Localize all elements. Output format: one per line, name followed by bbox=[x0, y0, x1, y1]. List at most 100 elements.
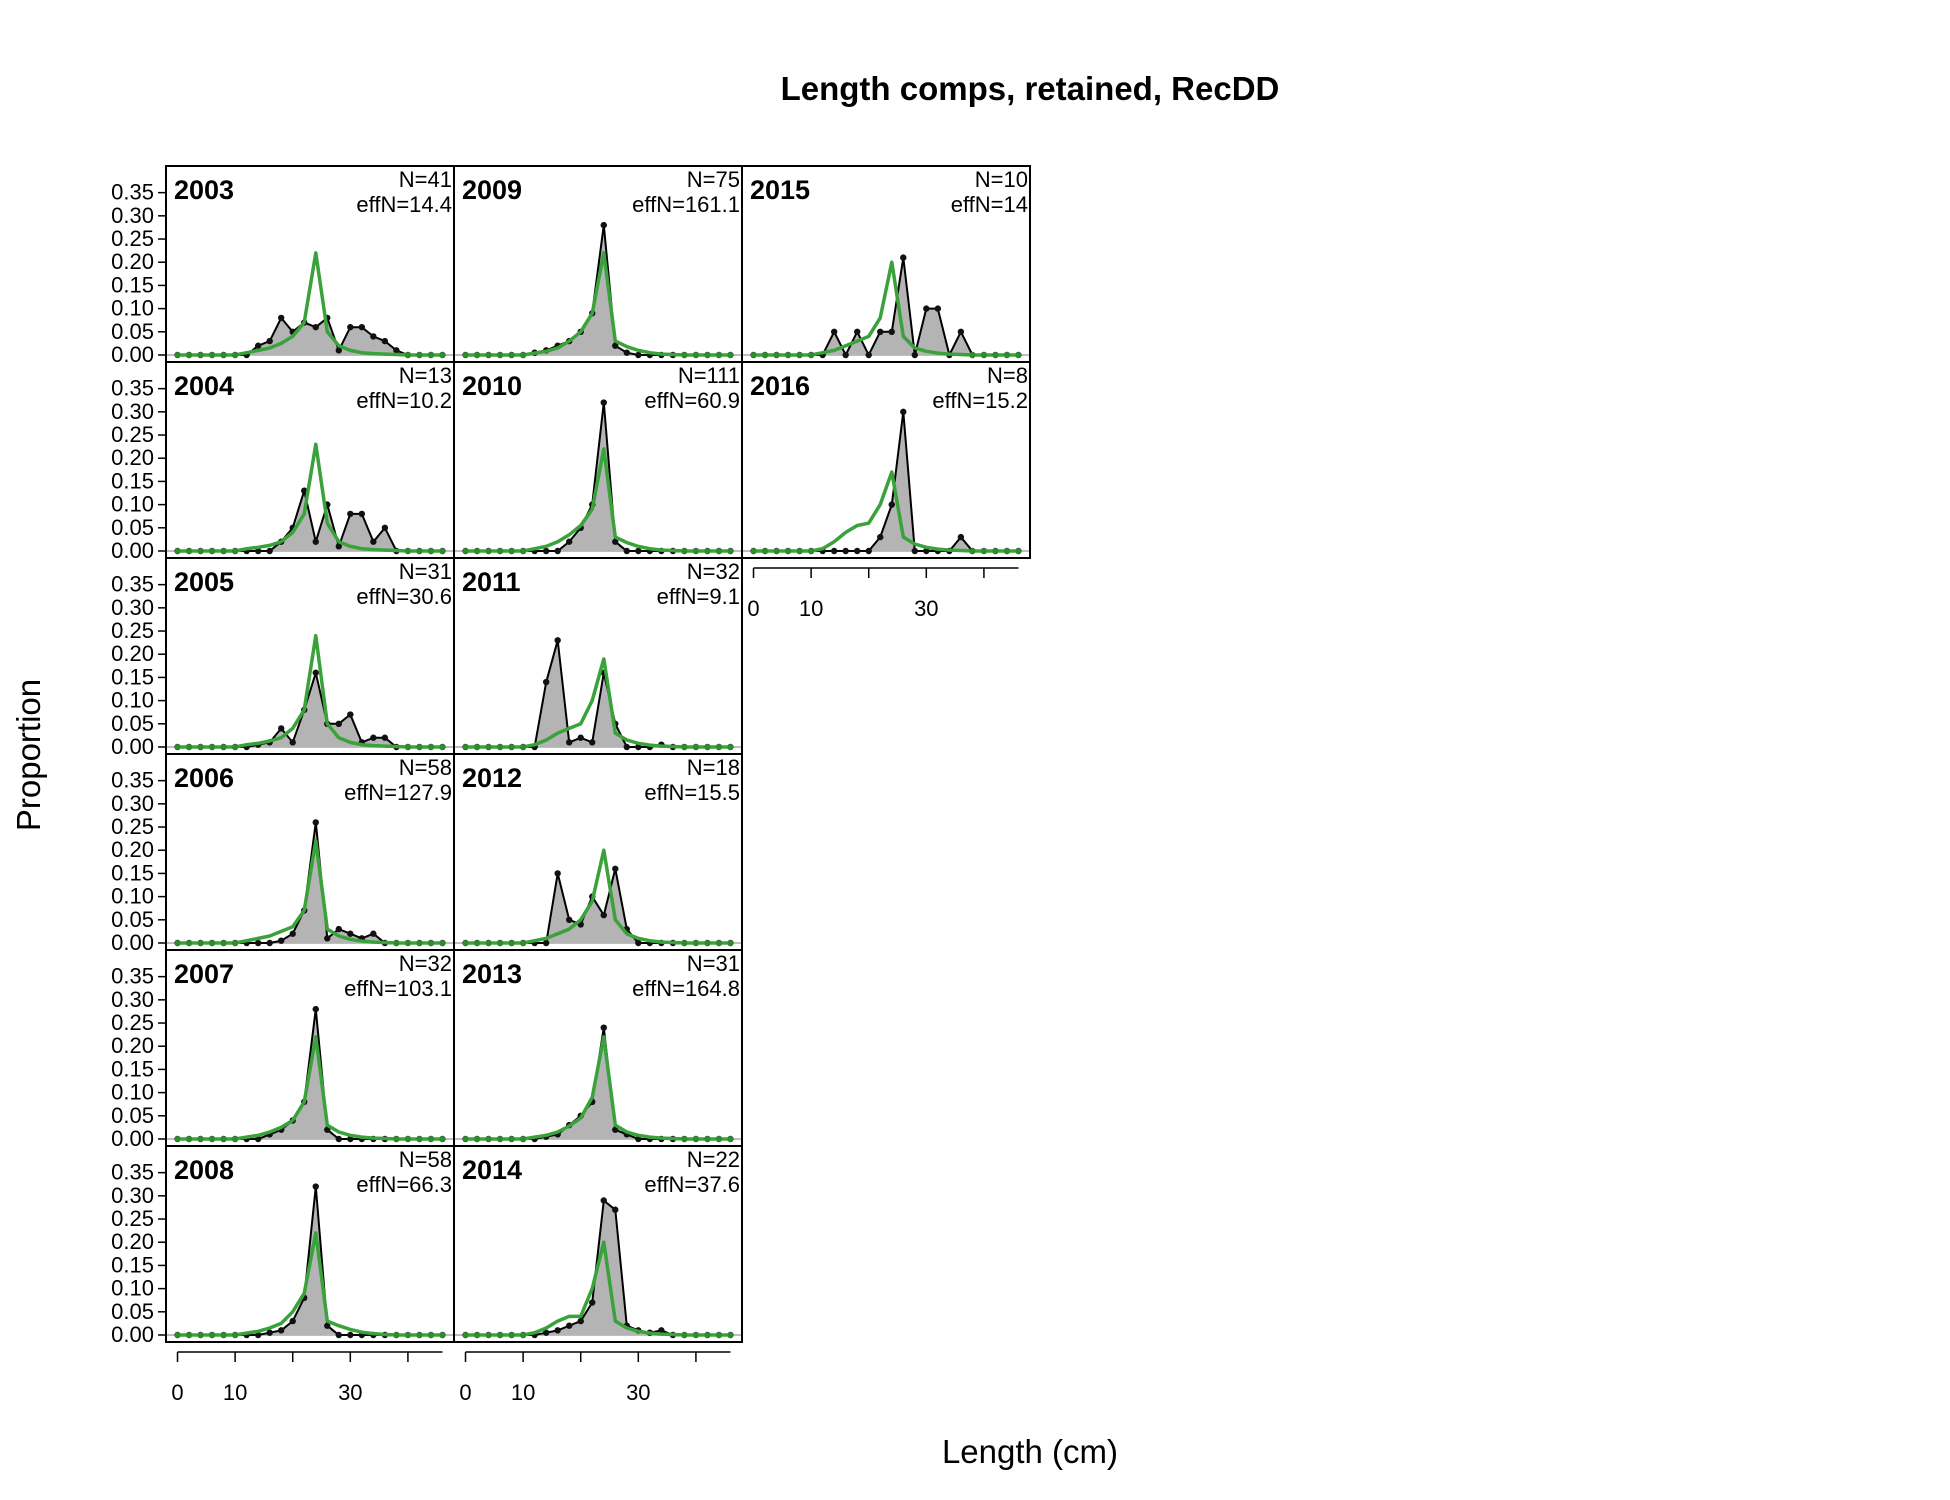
y-tick-label: 0.35 bbox=[111, 768, 154, 793]
observed-point bbox=[381, 524, 389, 532]
expected-zero-point bbox=[462, 940, 469, 946]
expected-zero-point bbox=[416, 1136, 423, 1142]
panel-year-label: 2005 bbox=[174, 567, 234, 597]
expected-zero-point bbox=[474, 548, 481, 554]
observed-point bbox=[830, 328, 838, 336]
panel-frame bbox=[453, 1145, 743, 1343]
observed-point bbox=[600, 911, 607, 919]
expected-zero-point bbox=[209, 1332, 216, 1338]
panel-n-label: N=18 bbox=[687, 755, 740, 780]
expected-zero-point bbox=[186, 1136, 193, 1142]
observed-point bbox=[358, 510, 366, 518]
observed-point bbox=[312, 1005, 319, 1013]
observed-point bbox=[911, 547, 918, 555]
expected-zero-point bbox=[750, 548, 757, 554]
expected-zero-point bbox=[197, 940, 204, 946]
y-tick-label: 0.15 bbox=[111, 1252, 154, 1277]
expected-zero-point bbox=[462, 1136, 469, 1142]
expected-zero-point bbox=[485, 940, 492, 946]
y-tick-label: 0.30 bbox=[111, 987, 154, 1012]
expected-zero-point bbox=[427, 744, 434, 750]
observed-point bbox=[335, 543, 342, 550]
panel-year-label: 2006 bbox=[174, 763, 234, 793]
observed-point bbox=[347, 711, 354, 718]
y-tick-label: 0.00 bbox=[111, 538, 154, 563]
expected-zero-point bbox=[704, 744, 711, 750]
panel-year-label: 2003 bbox=[174, 175, 234, 205]
panel-year-label: 2015 bbox=[750, 175, 810, 205]
expected-zero-point bbox=[704, 352, 711, 358]
observed-point bbox=[381, 734, 389, 741]
expected-zero-point bbox=[520, 940, 527, 946]
expected-zero-point bbox=[404, 548, 411, 554]
panel-year-label: 2014 bbox=[462, 1155, 522, 1185]
y-tick-label: 0.20 bbox=[111, 1229, 154, 1254]
panel-effn-label: effN=30.6 bbox=[356, 584, 452, 609]
expected-zero-point bbox=[220, 1332, 227, 1338]
x-tick-label: 0 bbox=[171, 1380, 183, 1405]
y-tick-label: 0.30 bbox=[111, 595, 154, 620]
observed-point bbox=[278, 1327, 285, 1334]
expected-zero-point bbox=[715, 352, 722, 358]
expected-zero-point bbox=[508, 352, 515, 358]
expected-zero-point bbox=[704, 548, 711, 554]
y-tick-label: 0.10 bbox=[111, 1276, 154, 1301]
expected-zero-point bbox=[416, 352, 423, 358]
panel-effn-label: effN=37.6 bbox=[644, 1172, 740, 1197]
expected-zero-point bbox=[220, 352, 227, 358]
expected-zero-point bbox=[681, 940, 688, 946]
expected-zero-point bbox=[681, 1332, 688, 1338]
expected-zero-point bbox=[715, 1332, 722, 1338]
observed-point bbox=[589, 1299, 596, 1306]
observed-point bbox=[554, 870, 561, 877]
y-tick-label: 0.05 bbox=[111, 1103, 154, 1128]
expected-zero-point bbox=[186, 1332, 193, 1338]
expected-zero-point bbox=[796, 548, 803, 554]
observed-area bbox=[465, 640, 731, 747]
expected-zero-point bbox=[186, 352, 193, 358]
y-tick-label: 0.20 bbox=[111, 249, 154, 274]
panel-effn-label: effN=15.2 bbox=[932, 388, 1028, 413]
y-tick-label: 0.15 bbox=[111, 664, 154, 689]
panel-effn-label: effN=164.8 bbox=[632, 976, 740, 1001]
expected-zero-point bbox=[232, 940, 239, 946]
expected-zero-point bbox=[427, 1136, 434, 1142]
observed-point bbox=[888, 501, 895, 508]
expected-zero-point bbox=[404, 744, 411, 750]
y-axis-label: Proportion bbox=[10, 679, 47, 831]
observed-point bbox=[957, 533, 965, 541]
panel-year-label: 2012 bbox=[462, 763, 522, 793]
x-tick-label: 30 bbox=[626, 1380, 650, 1405]
expected-zero-point bbox=[727, 1332, 734, 1338]
panel-n-label: N=58 bbox=[399, 755, 452, 780]
observed-point bbox=[554, 637, 561, 644]
panel-n-label: N=32 bbox=[687, 559, 740, 584]
expected-zero-point bbox=[439, 940, 446, 946]
expected-zero-point bbox=[197, 1332, 204, 1338]
observed-point bbox=[865, 351, 872, 359]
observed-point bbox=[266, 337, 273, 345]
observed-point bbox=[370, 538, 377, 545]
observed-area bbox=[177, 672, 443, 747]
expected-zero-point bbox=[692, 352, 699, 358]
expected-zero-point bbox=[508, 1332, 515, 1338]
expected-zero-point bbox=[209, 352, 216, 358]
expected-zero-point bbox=[727, 744, 734, 750]
expected-zero-point bbox=[1015, 548, 1022, 554]
observed-point bbox=[542, 547, 550, 555]
observed-point bbox=[335, 1135, 342, 1143]
panel-year-label: 2016 bbox=[750, 371, 810, 401]
observed-point bbox=[358, 323, 366, 331]
expected-zero-point bbox=[808, 548, 815, 554]
expected-zero-point bbox=[520, 744, 527, 750]
expected-zero-point bbox=[497, 940, 504, 946]
observed-point bbox=[566, 916, 573, 924]
observed-point bbox=[370, 333, 377, 340]
expected-zero-point bbox=[762, 352, 769, 358]
expected-zero-point bbox=[1003, 548, 1010, 554]
expected-zero-point bbox=[762, 548, 769, 554]
panel-n-label: N=31 bbox=[399, 559, 452, 584]
x-tick-label: 10 bbox=[223, 1380, 247, 1405]
y-tick-label: 0.20 bbox=[111, 1033, 154, 1058]
y-tick-label: 0.35 bbox=[111, 572, 154, 597]
